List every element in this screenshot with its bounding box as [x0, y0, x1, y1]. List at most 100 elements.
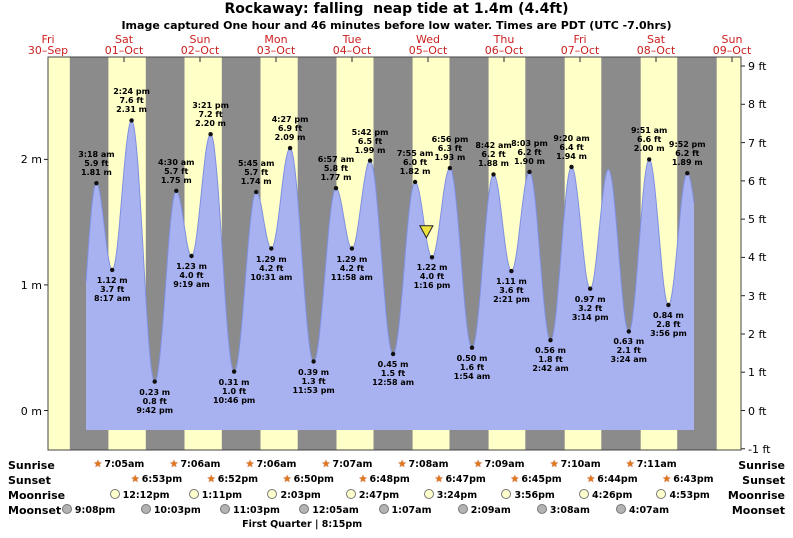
day-name: Sun — [189, 33, 211, 46]
moonset-time: 9:08pm — [74, 505, 116, 516]
sunrise-time: 7:08am — [408, 459, 449, 470]
feet-axis-label: 6 ft — [748, 174, 767, 188]
moonset-item: 1:07am — [378, 504, 431, 516]
moonset-item: 10:03pm — [140, 504, 201, 516]
annotation-line: 0.63 m — [613, 337, 645, 347]
annotation-line: 1.5 ft — [380, 368, 406, 378]
moon-dark-icon — [219, 504, 230, 514]
moonrise-item: 3:56pm — [501, 489, 555, 501]
day-date: 01–Oct — [104, 44, 144, 57]
tide-extreme-dot — [447, 165, 453, 171]
moonset-item: 12:05am — [299, 504, 359, 516]
day-name: Fri — [41, 33, 55, 46]
annotation-line: 2.8 ft — [656, 320, 681, 330]
sunset-item: ★ 6:53pm — [131, 474, 182, 485]
tide-extreme-dot — [685, 171, 690, 176]
tide-high-annotation: 9:52 pm 6.2 ft 1.89 m — [661, 140, 713, 167]
annotation-line: 1.81 m — [81, 168, 112, 178]
tide-low-annotation: 0.45 m 1.5 ft 12:58 am — [367, 360, 419, 387]
tide-low-annotation: 0.84 m 2.8 ft 3:56 pm — [642, 311, 694, 338]
moon-light-icon — [501, 489, 512, 499]
meter-axis-label: 2 m — [20, 153, 42, 167]
day-name: Sun — [721, 33, 743, 46]
sun-star-icon: ★ — [510, 474, 520, 485]
annotation-line: 0.97 m — [574, 294, 606, 304]
annotation-line: 1.93 m — [434, 153, 466, 163]
tide-low-annotation: 0.39 m 1.3 ft 11:53 pm — [288, 368, 340, 395]
tide-extreme-dot — [231, 369, 237, 374]
moonset-label-right: Moonset — [731, 504, 785, 517]
tide-high-annotation: 7:55 am 6.0 ft 1.82 m — [389, 149, 441, 176]
tide-extreme-dot — [189, 253, 194, 259]
annotation-line: 9:52 pm — [668, 140, 706, 150]
sunset-time: 6:47pm — [445, 474, 486, 485]
sunrise-time: 7:10am — [560, 459, 601, 470]
day-date: 30–Sep — [27, 44, 69, 57]
tide-low-annotation: 1.22 m 4.0 ft 1:16 pm — [406, 263, 458, 290]
day-date: 07–Oct — [560, 44, 600, 57]
tide-extreme-dot — [208, 132, 213, 137]
feet-axis-label: 9 ft — [748, 60, 767, 74]
sunrise-item: ★ 7:10am — [550, 459, 601, 470]
annotation-line: 6.6 ft — [637, 135, 662, 145]
moon-light-icon — [579, 489, 590, 499]
sun-star-icon: ★ — [358, 474, 368, 485]
moon-light-icon — [109, 489, 120, 499]
tide-extreme-dot — [588, 286, 593, 291]
tide-extreme-dot — [110, 267, 115, 273]
annotation-line: 9:20 am — [553, 133, 590, 143]
moonrise-item: 4:26pm — [579, 489, 632, 501]
day-label: Sun 09–Oct — [700, 34, 764, 56]
current-time-marker-icon — [419, 225, 434, 239]
sunset-item: ★ 6:43pm — [662, 474, 713, 485]
moon-light-icon — [423, 489, 434, 499]
annotation-line: 1.75 m — [160, 175, 192, 185]
annotation-line: 2:42 am — [532, 364, 569, 374]
moonset-item: 9:08pm — [61, 504, 116, 516]
tide-extreme-dot — [666, 302, 671, 308]
moonset-time: 12:05am — [312, 505, 359, 516]
sunset-time: 6:52pm — [217, 474, 259, 485]
tide-extreme-dot — [367, 158, 373, 163]
tide-extreme-dot — [390, 351, 396, 357]
sunset-item: ★ 6:47pm — [434, 474, 485, 485]
annotation-line: 12:58 am — [372, 377, 415, 387]
sun-star-icon: ★ — [662, 474, 672, 485]
feet-axis-label: 8 ft — [748, 98, 767, 112]
day-name: Fri — [573, 33, 587, 46]
tide-extreme-dot — [349, 246, 355, 251]
sunrise-time: 7:06am — [180, 459, 221, 470]
annotation-line: 5:45 am — [237, 159, 275, 168]
sun-star-icon: ★ — [625, 459, 635, 470]
sun-star-icon: ★ — [206, 474, 216, 485]
annotation-line: 5.9 ft — [84, 159, 109, 169]
moonrise-time: 2:47pm — [358, 490, 400, 501]
day-name: Thu — [493, 33, 515, 46]
tide-low-annotation: 0.23 m 0.8 ft 9:42 pm — [129, 388, 181, 415]
moon-dark-icon — [616, 504, 627, 514]
annotation-line: 8:42 am — [475, 141, 512, 151]
moonset-time: 3:08am — [549, 505, 590, 516]
annotation-line: 1.74 m — [240, 177, 272, 186]
annotation-line: 7.6 ft — [119, 96, 144, 106]
tide-extreme-dot — [509, 268, 514, 274]
sunrise-time: 7:11am — [636, 459, 677, 470]
tide-high-annotation: 2:24 pm 7.6 ft 2.31 m — [106, 87, 158, 114]
sunrise-time: 7:06am — [256, 459, 297, 470]
annotation-line: 2.1 ft — [616, 346, 641, 356]
moon-light-icon — [188, 489, 199, 499]
moonrise-time: 4:26pm — [592, 490, 633, 501]
annotation-line: 1.90 m — [514, 156, 545, 166]
annotation-line: 0.39 m — [298, 367, 330, 377]
day-label: Thu 06–Oct — [472, 34, 536, 56]
chart-subtitle: Image captured One hour and 46 minutes b… — [121, 19, 672, 32]
sunrise-time: 7:09am — [484, 459, 525, 470]
annotation-line: 4:27 pm — [271, 115, 309, 125]
annotation-line: 1.94 m — [556, 151, 587, 161]
moonrise-item: 12:12pm — [109, 489, 170, 501]
tide-extreme-dot — [548, 338, 553, 343]
sunrise-item: ★ 7:07am — [322, 459, 373, 470]
annotation-line: 6:56 pm — [431, 135, 469, 145]
annotation-line: 0.56 m — [535, 346, 566, 356]
